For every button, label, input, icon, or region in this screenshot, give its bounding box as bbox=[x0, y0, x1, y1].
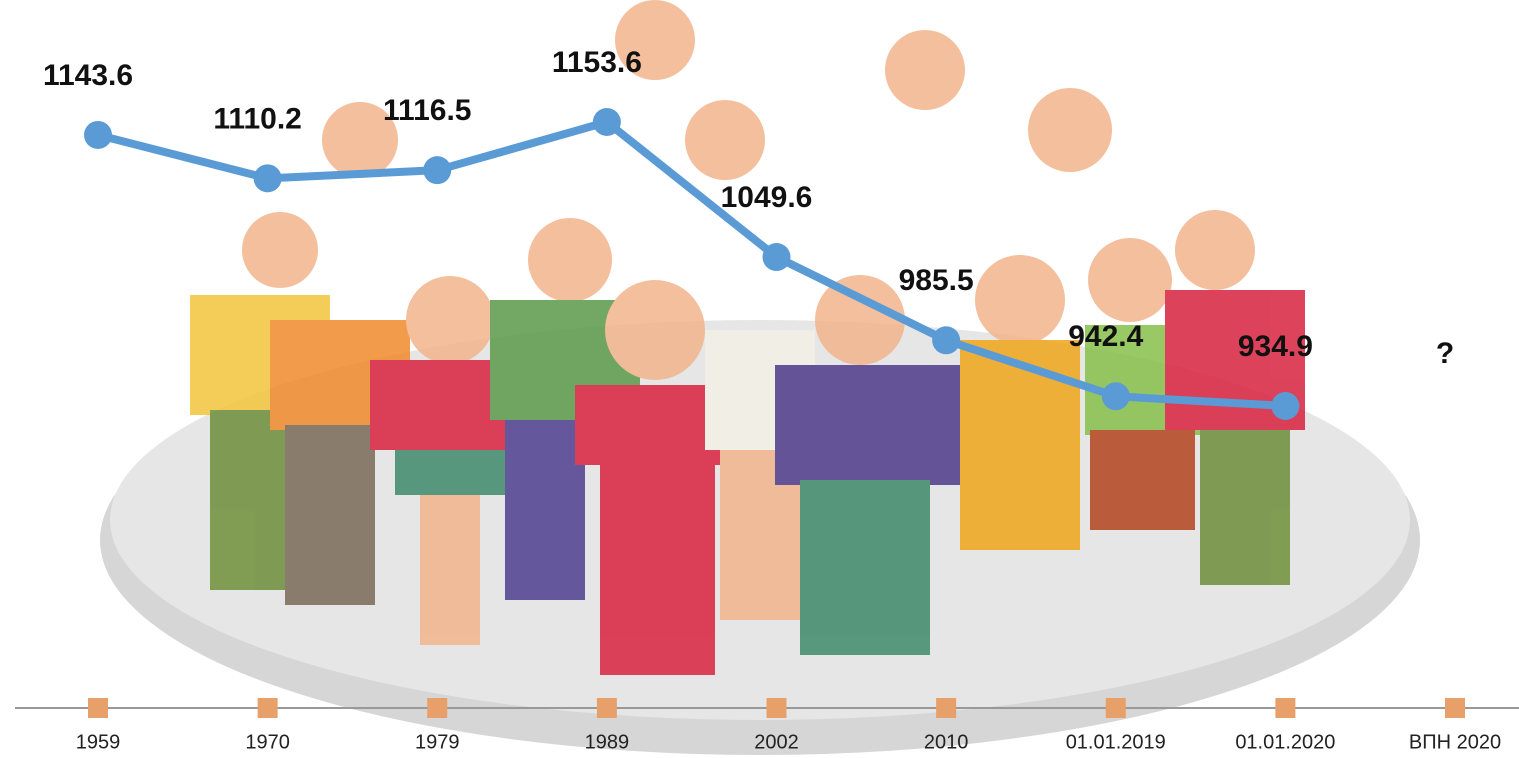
x-tick-marker bbox=[767, 698, 787, 718]
value-label: 1110.2 bbox=[213, 102, 301, 135]
x-tick-label: ВПН 2020 bbox=[1409, 731, 1501, 753]
point bbox=[1102, 382, 1130, 410]
x-tick-marker bbox=[88, 698, 108, 718]
point bbox=[763, 243, 791, 271]
x-tick-label: 2002 bbox=[754, 731, 799, 753]
x-tick-label: 1989 bbox=[585, 731, 630, 753]
value-label: 942.4 bbox=[1068, 320, 1143, 353]
value-label: 1116.5 bbox=[383, 94, 471, 127]
x-tick-marker bbox=[1275, 698, 1295, 718]
x-tick-marker bbox=[597, 698, 617, 718]
x-tick-label: 1959 bbox=[76, 731, 121, 753]
point bbox=[423, 156, 451, 184]
page: 1959 1970 1979 1989 2002 2010 01.01.2019 01.01.… bbox=[0, 0, 1519, 758]
x-tick-label: 1970 bbox=[245, 731, 290, 753]
x-tick-marker bbox=[258, 698, 278, 718]
value-label: ? bbox=[1436, 337, 1454, 370]
point bbox=[84, 121, 112, 149]
x-tick-marker bbox=[936, 698, 956, 718]
value-label: 1143.6 bbox=[43, 59, 133, 92]
chart: 1959 1970 1979 1989 2002 2010 01.01.2019 01.01.… bbox=[0, 0, 1519, 758]
point bbox=[254, 164, 282, 192]
x-tick-marker bbox=[427, 698, 447, 718]
x-tick-label: 01.01.2019 bbox=[1066, 731, 1166, 753]
value-label: 1049.6 bbox=[721, 181, 813, 214]
value-label: 1153.6 bbox=[552, 46, 642, 79]
point bbox=[1271, 392, 1299, 420]
value-label: 934.9 bbox=[1238, 330, 1313, 363]
value-label: 985.5 bbox=[899, 264, 974, 297]
point bbox=[932, 326, 960, 354]
x-tick-label: 2010 bbox=[924, 731, 969, 753]
point bbox=[593, 108, 621, 136]
x-tick-marker bbox=[1445, 698, 1465, 718]
x-tick-label: 01.01.2020 bbox=[1235, 731, 1335, 753]
x-tick-marker bbox=[1106, 698, 1126, 718]
x-tick-label: 1979 bbox=[415, 731, 460, 753]
